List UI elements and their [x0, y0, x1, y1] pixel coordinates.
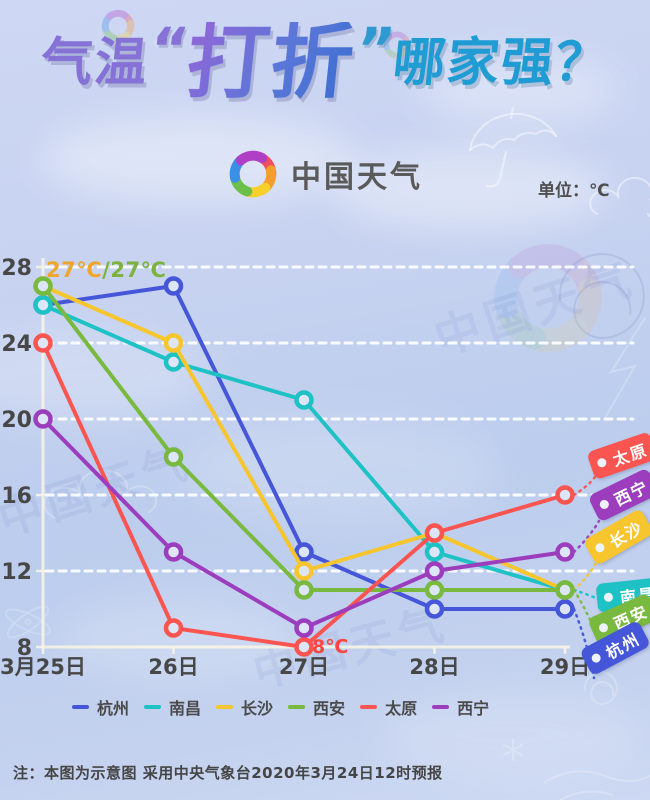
data-point	[163, 333, 184, 353]
legend-item-1: 南昌	[144, 695, 201, 719]
annotation-min-temp: 8℃	[312, 636, 349, 658]
data-point	[163, 276, 184, 296]
chart-legend: 杭州 南昌 长沙 西安 太原 西宁	[72, 695, 489, 719]
data-point	[294, 637, 314, 657]
wave-doodle	[544, 770, 650, 800]
data-point	[163, 352, 184, 372]
legend-swatch	[360, 704, 378, 710]
data-point	[424, 542, 445, 562]
brand-name: 中国天气	[291, 160, 423, 195]
data-point	[294, 580, 314, 600]
y-tick-label: 16	[1, 484, 32, 509]
cloud-blob	[380, 690, 640, 780]
x-tick-label: 3月25日	[0, 655, 86, 679]
lightning-icon	[604, 317, 646, 419]
legend-label: 杭州	[97, 699, 130, 718]
legend-swatch	[216, 704, 234, 710]
raindrop-icons	[154, 25, 439, 55]
cloud-blob	[330, 150, 610, 230]
data-point	[555, 485, 575, 505]
x-tick-label: 27日	[279, 655, 329, 679]
y-tick-label: 12	[1, 560, 32, 585]
x-tick-label: 26日	[148, 655, 198, 679]
tag-connector	[572, 475, 597, 497]
data-point	[555, 580, 575, 600]
cloud-outline-icon	[43, 469, 158, 519]
legend-swatch	[288, 704, 306, 710]
data-point	[294, 618, 314, 638]
legend-label: 长沙	[241, 699, 274, 718]
x-tick-label: 28日	[409, 655, 459, 679]
data-point	[294, 390, 314, 410]
legend-label: 太原	[385, 699, 418, 718]
data-point	[424, 523, 445, 543]
cloud-blob	[420, 55, 620, 125]
data-point	[33, 333, 53, 353]
data-point	[163, 618, 184, 638]
legend-label: 西宁	[457, 699, 490, 718]
unit-label: 单位：℃	[538, 181, 610, 201]
y-tick-label: 28	[1, 256, 32, 281]
annotation-xian-start: /27℃	[102, 258, 167, 282]
data-point	[555, 542, 575, 562]
legend-item-5: 西宁	[432, 695, 489, 719]
legend-swatch	[144, 704, 162, 710]
atom-icon	[4, 605, 52, 639]
data-point	[424, 561, 445, 581]
cloud-blob	[180, 420, 500, 520]
annotation-start-temps: 27℃/27℃	[46, 258, 166, 282]
legend-item-2: 长沙	[216, 695, 273, 719]
tag-connector	[572, 561, 598, 592]
legend-swatch	[432, 704, 450, 710]
data-point	[33, 409, 53, 429]
brand-row: 中国天气	[0, 148, 650, 200]
legend-label: 西安	[313, 699, 346, 718]
snowflake-icon	[503, 739, 523, 761]
legend-swatch	[72, 704, 89, 710]
legend-item-0: 杭州	[72, 695, 129, 719]
data-point	[424, 580, 445, 600]
data-point	[163, 542, 184, 562]
data-point	[163, 447, 184, 467]
cloud-outline-icon	[589, 176, 650, 218]
footnote: 注：本图为示意图 采用中央气象台2020年3月24日12时预报	[13, 764, 443, 782]
y-tick-label: 24	[1, 332, 32, 357]
legend-label: 南昌	[169, 699, 202, 718]
umbrella-icon	[469, 112, 557, 151]
cloud-blob	[40, 115, 360, 205]
data-point	[33, 276, 53, 296]
data-point	[33, 295, 53, 315]
x-tick-label: 29日	[540, 655, 590, 679]
data-point	[294, 561, 314, 581]
swirl-watermark-icon	[558, 253, 645, 340]
data-point	[294, 542, 314, 562]
legend-item-4: 太原	[360, 695, 417, 719]
y-tick-label: 8	[17, 636, 32, 661]
data-point	[424, 599, 445, 619]
y-tick-label: 20	[1, 408, 32, 433]
data-point	[555, 599, 575, 619]
legend-item-3: 西安	[288, 695, 345, 719]
annotation-changsha-start: 27℃	[46, 258, 103, 282]
